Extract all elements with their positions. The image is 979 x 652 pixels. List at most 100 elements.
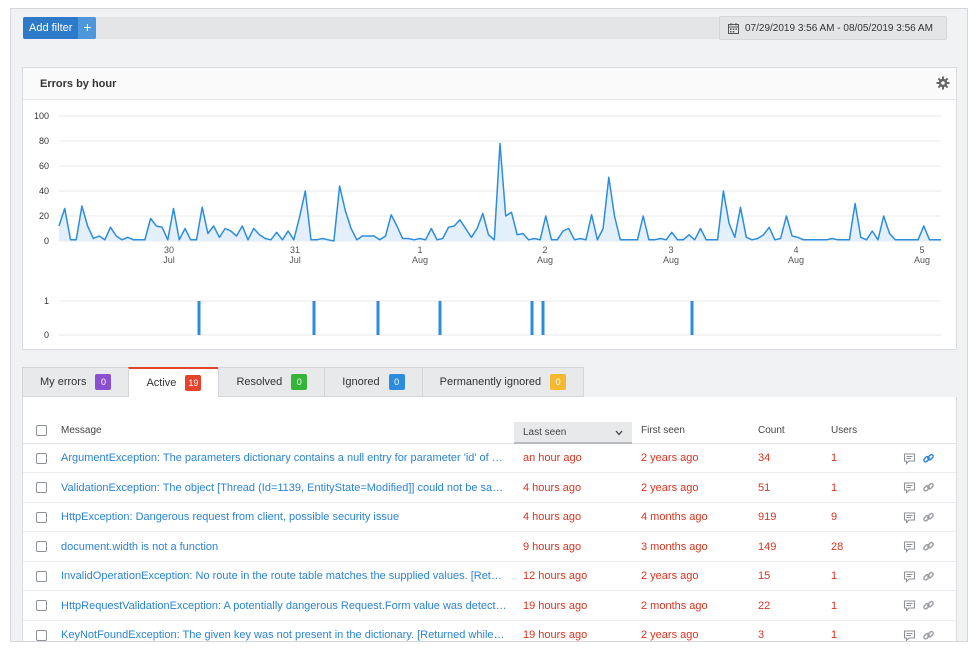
error-message-link[interactable]: InvalidOperationException: No route in t… <box>61 570 507 582</box>
error-tabs: My errors 0 Active 19 Resolved 0 Ignored 0 Perma… <box>22 367 585 398</box>
y-tick-label: 0 <box>44 236 49 246</box>
row-checkbox[interactable] <box>36 511 47 523</box>
row-checkbox[interactable] <box>36 629 47 641</box>
x-tick-day: 31 <box>290 245 300 255</box>
x-tick-day: 1 <box>417 245 422 255</box>
comment-icon[interactable] <box>903 629 916 641</box>
users-value: 1 <box>831 599 838 612</box>
error-message-link[interactable]: KeyNotFoundException: The given key was … <box>61 629 507 641</box>
x-tick-month: Aug <box>663 255 679 265</box>
event-y-tick-label: 1 <box>44 296 49 306</box>
x-tick-month: Aug <box>537 255 553 265</box>
users-value: 1 <box>831 629 838 641</box>
row-checkbox[interactable] <box>36 600 47 611</box>
x-tick-month: Aug <box>788 255 804 265</box>
link-icon[interactable] <box>922 599 935 612</box>
tab-label: My errors <box>40 376 87 388</box>
tab-count-badge: 0 <box>95 374 112 390</box>
add-filter-label: Add filter <box>29 22 73 34</box>
table-row[interactable]: ValidationException: The object [Thread … <box>23 474 956 503</box>
table-row[interactable]: document.width is not a function 9 hours … <box>23 533 956 562</box>
tab-my-errors[interactable]: My errors 0 <box>22 367 129 397</box>
event-bar <box>312 301 316 335</box>
chart-panel-header: Errors by hour <box>23 68 956 100</box>
error-message-link[interactable]: HttpRequestValidationException: A potent… <box>61 599 507 612</box>
x-tick-month: Jul <box>289 255 301 265</box>
tab-permanently-ignored[interactable]: Permanently ignored 0 <box>421 367 585 397</box>
error-message-link[interactable]: document.width is not a function <box>61 540 219 553</box>
chevron-down-icon <box>615 430 623 436</box>
errors-chart: 10080604020030Jul31Jul1Aug2Aug3Aug4Aug5A… <box>34 111 941 340</box>
table-row[interactable]: HttpRequestValidationException: A potent… <box>23 592 956 621</box>
col-last-seen[interactable]: Last seen <box>514 422 632 444</box>
link-icon[interactable] <box>922 570 935 583</box>
event-bar <box>530 301 534 335</box>
error-message-link[interactable]: ArgumentException: The parameters dictio… <box>61 452 507 464</box>
event-bar <box>690 301 694 335</box>
y-tick-label: 60 <box>39 161 49 171</box>
row-checkbox-cell <box>36 503 47 531</box>
event-bar <box>438 301 442 335</box>
tab-label: Ignored <box>342 376 380 388</box>
tab-count-badge: 0 <box>550 374 567 390</box>
chart-title: Errors by hour <box>40 77 117 90</box>
comment-icon[interactable] <box>903 481 916 494</box>
table-row[interactable]: ArgumentException: The parameters dictio… <box>23 444 956 473</box>
date-range-picker[interactable]: 07/29/2019 3:56 AM - 08/05/2019 3:56 AM <box>719 16 947 40</box>
table-row[interactable]: KeyNotFoundException: The given key was … <box>23 621 956 642</box>
row-actions <box>903 474 935 502</box>
users-value: 28 <box>831 540 844 553</box>
select-all-cell <box>36 397 47 443</box>
col-users[interactable]: Users <box>831 424 858 436</box>
tab-resolved[interactable]: Resolved 0 <box>218 367 325 397</box>
add-filter-button[interactable]: Add filter + <box>23 17 97 39</box>
x-tick-day: 5 <box>919 245 924 255</box>
link-icon[interactable] <box>922 481 935 494</box>
row-actions <box>903 503 935 531</box>
count-value: 3 <box>758 629 765 641</box>
x-tick-day: 4 <box>793 245 798 255</box>
error-message-link[interactable]: ValidationException: The object [Thread … <box>61 481 507 494</box>
link-icon[interactable] <box>922 540 935 553</box>
last-seen-value: 9 hours ago <box>523 540 582 553</box>
count-value: 919 <box>758 511 777 523</box>
last-seen-value: 19 hours ago <box>523 599 588 612</box>
filter-bar[interactable]: Add filter + <box>23 17 719 39</box>
comment-icon[interactable] <box>903 599 916 612</box>
select-all-checkbox[interactable] <box>36 424 47 436</box>
event-y-tick-label: 0 <box>44 330 49 340</box>
comment-icon[interactable] <box>903 511 916 524</box>
comment-icon[interactable] <box>903 452 916 465</box>
link-icon[interactable] <box>922 452 935 465</box>
col-message[interactable]: Message <box>61 424 102 436</box>
y-tick-label: 40 <box>39 186 49 196</box>
count-value: 22 <box>758 599 771 612</box>
col-first-seen[interactable]: First seen <box>641 424 685 436</box>
comment-icon[interactable] <box>903 540 916 553</box>
table-row[interactable]: HttpException: Dangerous request from cl… <box>23 503 956 532</box>
x-tick-day: 3 <box>668 245 673 255</box>
series-area <box>59 143 941 241</box>
col-count[interactable]: Count <box>758 424 785 436</box>
row-checkbox-cell <box>36 533 47 561</box>
users-value: 1 <box>831 452 838 464</box>
table-row[interactable]: InvalidOperationException: No route in t… <box>23 562 956 591</box>
row-checkbox[interactable] <box>36 482 47 493</box>
count-value: 149 <box>758 540 777 553</box>
comment-icon[interactable] <box>903 570 916 583</box>
count-value: 15 <box>758 570 771 582</box>
link-icon[interactable] <box>922 511 935 524</box>
row-actions <box>903 592 935 620</box>
link-icon[interactable] <box>922 629 935 642</box>
errors-chart-panel: Errors by hour 100 80 60 40 20 0 30 Jul 31 Jul 1 Au… <box>22 67 957 350</box>
col-last-seen-label: Last seen <box>523 426 567 438</box>
row-checkbox[interactable] <box>36 570 47 582</box>
gear-icon[interactable] <box>936 76 950 90</box>
series-line <box>58 142 941 242</box>
error-message-link[interactable]: HttpException: Dangerous request from cl… <box>61 511 400 523</box>
tab-active[interactable]: Active 19 <box>128 367 219 398</box>
row-checkbox[interactable] <box>36 541 47 552</box>
x-tick-month: Jul <box>163 255 175 265</box>
row-checkbox[interactable] <box>36 452 47 464</box>
tab-ignored[interactable]: Ignored 0 <box>324 367 422 397</box>
